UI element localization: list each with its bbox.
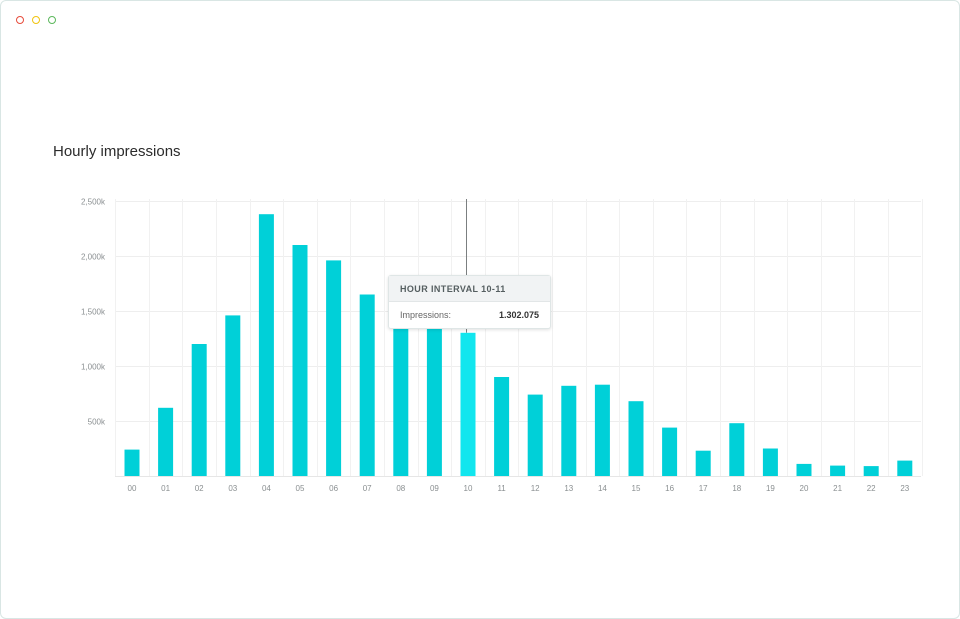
label-layer: 500k 1,000k 1,500k 2,000k 2,500k 00 01 02 03 04 05… [81, 198, 910, 494]
bar-17[interactable] [695, 450, 711, 476]
x-tick-label-19: 19 [766, 484, 775, 493]
window-controls [16, 16, 56, 24]
tooltip-row: Impressions: 1.302.075 [389, 302, 550, 328]
bar-22[interactable] [863, 466, 879, 476]
bar-01[interactable] [158, 407, 174, 476]
x-tick-label-00: 00 [128, 484, 137, 493]
x-tick-label-22: 22 [867, 484, 876, 493]
bar-20[interactable] [796, 463, 812, 476]
bar-21[interactable] [830, 465, 846, 476]
bar-00[interactable] [124, 449, 140, 476]
x-tick-label-02: 02 [195, 484, 204, 493]
y-tick-label: 1,500k [81, 308, 106, 317]
x-tick-label-12: 12 [531, 484, 540, 493]
bar-16[interactable] [662, 427, 678, 476]
tooltip-label: Impressions: [400, 310, 452, 320]
tooltip-value: 1.302.075 [498, 310, 539, 320]
maximize-window-icon[interactable] [48, 16, 56, 24]
bar-11[interactable] [494, 377, 510, 476]
x-tick-label-13: 13 [564, 484, 573, 493]
x-tick-label-01: 01 [161, 484, 170, 493]
bar-04[interactable] [258, 214, 274, 476]
bar-15[interactable] [628, 401, 644, 476]
x-tick-label-04: 04 [262, 484, 271, 493]
bar-12[interactable] [527, 394, 543, 476]
bar-03[interactable] [225, 315, 241, 476]
bar-10[interactable] [460, 332, 476, 476]
x-tick-label-23: 23 [900, 484, 909, 493]
bar-02[interactable] [191, 344, 207, 476]
x-tick-label-09: 09 [430, 484, 439, 493]
x-tick-label-15: 15 [632, 484, 641, 493]
bar-07[interactable] [359, 294, 375, 477]
bar-23[interactable] [897, 460, 913, 476]
x-tick-label-10: 10 [464, 484, 473, 493]
y-tick-label: 1,000k [81, 363, 106, 372]
x-tick-label-07: 07 [363, 484, 372, 493]
tooltip-title: HOUR INTERVAL 10-11 [389, 276, 550, 302]
bar-layer [124, 214, 913, 477]
chart-title: Hourly impressions [53, 143, 181, 160]
bar-13[interactable] [561, 385, 577, 476]
hover-tooltip: HOUR INTERVAL 10-11 Impressions: 1.302.0… [388, 275, 551, 329]
x-tick-label-21: 21 [833, 484, 842, 493]
bar-08[interactable] [393, 328, 409, 476]
y-tick-label: 500k [88, 418, 106, 427]
bar-19[interactable] [762, 448, 778, 477]
y-tick-label: 2,500k [81, 198, 106, 207]
x-tick-label-06: 06 [329, 484, 338, 493]
x-tick-label-05: 05 [296, 484, 305, 493]
x-tick-label-08: 08 [396, 484, 405, 493]
bar-14[interactable] [594, 384, 610, 476]
x-tick-label-16: 16 [665, 484, 674, 493]
x-tick-label-17: 17 [699, 484, 708, 493]
x-tick-label-20: 20 [800, 484, 809, 493]
x-tick-label-03: 03 [228, 484, 237, 493]
x-tick-label-18: 18 [732, 484, 741, 493]
bar-09[interactable] [426, 327, 442, 477]
x-tick-label-14: 14 [598, 484, 607, 493]
minimize-window-icon[interactable] [32, 16, 40, 24]
bar-05[interactable] [292, 245, 308, 476]
y-tick-label: 2,000k [81, 253, 106, 262]
bar-06[interactable] [326, 260, 342, 476]
close-window-icon[interactable] [16, 16, 24, 24]
x-tick-label-11: 11 [497, 484, 506, 493]
bar-18[interactable] [729, 423, 745, 476]
